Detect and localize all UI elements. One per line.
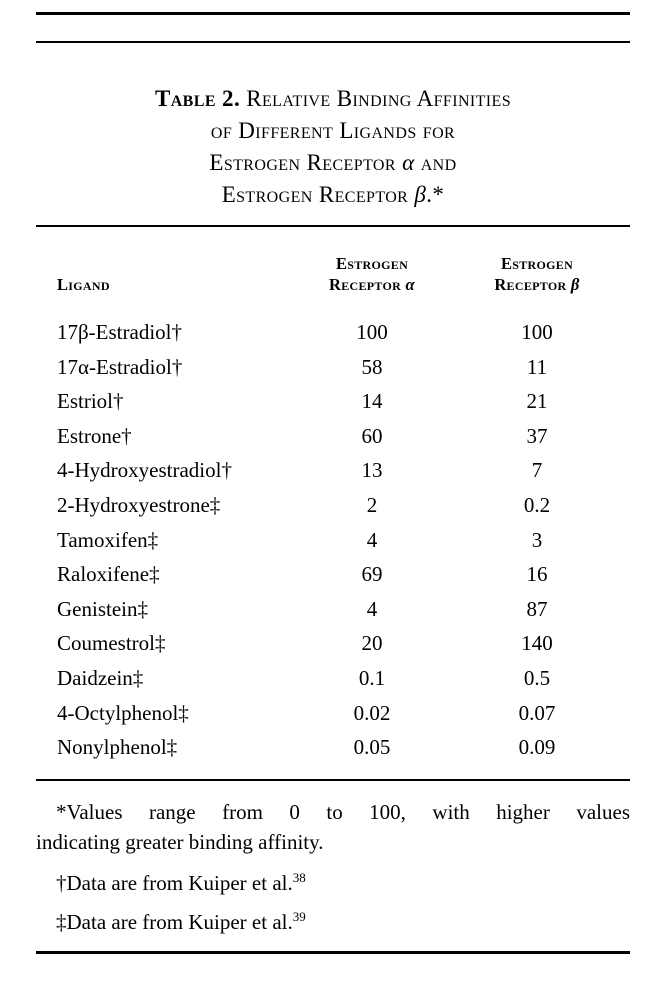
er-beta-column-header: Estrogen Receptor β [494,254,580,294]
table-row: Coumestrol‡ 20 140 [57,626,622,661]
ligand-cell: Nonylphenol‡ [57,735,178,760]
ligand-cell: 2-Hydroxyestrone‡ [57,492,221,517]
beta-value-cell: 11 [526,354,548,379]
title-line-1-text: Relative Binding Affinities [246,86,512,111]
alpha-value-cell: 4 [366,527,378,552]
table-title: Table 2. Relative Binding Affinities of … [36,83,630,211]
ligand-cell: 4-Hydroxyestradiol† [57,458,232,483]
table-row: 17α-Estradiol† 58 11 [57,350,622,385]
beta-value-cell: 37 [526,423,548,448]
table-row: Tamoxifen‡ 4 3 [57,523,622,558]
table-row: 2-Hydroxyestrone‡ 2 0.2 [57,488,622,523]
alpha-value-cell: 13 [361,458,383,483]
ligand-cell: Coumestrol‡ [57,631,166,656]
alpha-symbol: α [402,150,415,175]
beta-symbol: β [414,182,427,207]
ligand-cell: 4-Octylphenol‡ [57,700,189,725]
beta-value-cell: 0.07 [518,700,556,725]
title-line-1: Table 2. Relative Binding Affinities [36,83,630,115]
body-divider-rule [36,778,630,781]
table-row: Raloxifene‡ 69 16 [57,557,622,592]
title-divider-rule [36,225,630,227]
bottom-rule [36,950,630,954]
alpha-value-cell: 69 [361,562,383,587]
table-row: 4-Hydroxyestradiol† 13 7 [57,453,622,488]
top-rule-inner [36,41,630,43]
alpha-value-cell: 0.05 [353,735,391,760]
alpha-value-cell: 14 [361,389,383,414]
reference-superscript: 39 [292,908,306,924]
table-row: Estrone† 60 37 [57,419,622,454]
beta-value-cell: 0.2 [523,492,551,517]
footnote-values-range: *Values range from 0 to 100, with higher… [36,799,630,854]
beta-value-cell: 140 [521,631,553,656]
ligand-cell: Estrone† [57,423,132,448]
header-row: Ligand Estrogen Receptor α Estrogen Rece… [57,253,622,315]
beta-symbol: β [570,275,580,294]
beta-value-cell: 0.09 [518,735,556,760]
alpha-symbol: α [405,275,415,294]
alpha-value-cell: 4 [366,596,378,621]
title-line-4: Estrogen Receptor β.* [221,182,445,207]
beta-value-cell: 16 [526,562,548,587]
table-row: Daidzein‡ 0.1 0.5 [57,661,622,696]
beta-value-cell: 0.5 [523,665,551,690]
alpha-value-cell: 0.02 [353,700,391,725]
alpha-value-cell: 58 [361,354,383,379]
ligand-cell: Tamoxifen‡ [57,527,159,552]
table-row: Estriol† 14 21 [57,384,622,419]
reference-superscript: 38 [292,869,306,885]
beta-value-cell: 3 [531,527,543,552]
table-row: 17β-Estradiol† 100 100 [57,315,622,350]
alpha-value-cell: 100 [356,320,388,344]
beta-value-cell: 21 [526,389,548,414]
table-row: Genistein‡ 4 87 [57,592,622,627]
alpha-value-cell: 2 [366,492,378,517]
title-line-3: Estrogen Receptor α and [209,150,457,175]
ligand-column-header: Ligand [57,275,110,294]
er-alpha-column-header: Estrogen Receptor α [329,254,415,294]
ligand-cell: Estriol† [57,389,124,414]
ligand-cell: 17α-Estradiol† [57,354,183,379]
ligand-cell: Daidzein‡ [57,665,144,690]
table-number-label: Table 2. [154,86,241,111]
title-line-2: of Different Ligands for [210,118,456,143]
binding-affinity-table: Ligand Estrogen Receptor α Estrogen Rece… [57,253,622,765]
footnote-double-dagger: ‡Data are from Kuiper et al.39 [56,908,306,934]
beta-value-cell: 7 [531,458,543,483]
ligand-cell: 17β-Estradiol† [57,320,182,344]
alpha-value-cell: 0.1 [358,665,386,690]
table-row: Nonylphenol‡ 0.05 0.09 [57,730,622,765]
ligand-cell: Raloxifene‡ [57,562,160,587]
alpha-value-cell: 20 [361,631,383,656]
beta-value-cell: 87 [526,596,548,621]
footnotes: *Values range from 0 to 100, with higher… [36,797,630,935]
table-row: 4-Octylphenol‡ 0.02 0.07 [57,696,622,731]
beta-value-cell: 100 [521,320,553,344]
footnote-dagger: †Data are from Kuiper et al.38 [56,869,306,895]
alpha-value-cell: 60 [361,423,383,448]
top-rule-outer [36,12,630,15]
ligand-cell: Genistein‡ [57,596,148,621]
